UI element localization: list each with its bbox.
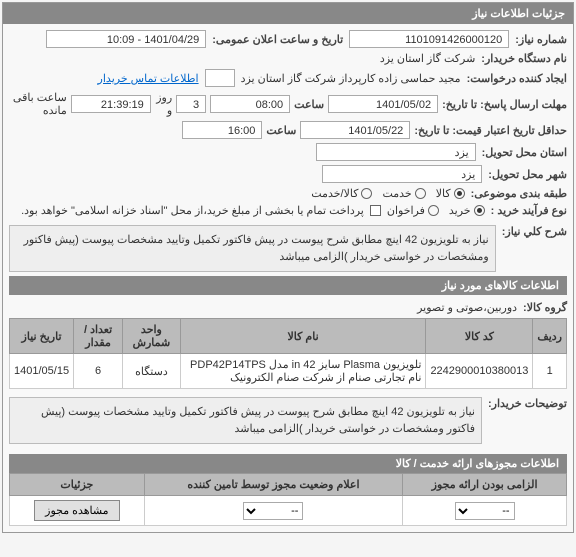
valid-time: 16:00 <box>182 121 262 139</box>
proc-direct-label: خرید <box>449 204 471 217</box>
row-delivery-state: استان محل تحویل: یزد <box>9 143 567 161</box>
remain-time: 21:39:19 <box>71 95 151 113</box>
time-label-1: ساعت <box>294 98 324 111</box>
pub-date-value: 1401/04/29 - 10:09 <box>46 30 206 48</box>
requester-value: مجید حماسی زاده کارپرداز شرکت گاز استان … <box>241 72 461 85</box>
need-desc-title: شرح کلي نياز: <box>502 225 567 238</box>
row-need-desc: شرح کلي نياز: نیاز به تلویزیون 42 اینچ م… <box>9 225 567 272</box>
remain-label: ساعت باقی مانده <box>9 91 67 117</box>
info-body: شماره نیاز: 1101091426000120 تاریخ و ساع… <box>3 24 573 532</box>
permits-table: الزامی بودن ارائه مجوز اعلام وضعیت مجوز … <box>9 473 567 526</box>
cat-service-label: خدمت <box>382 187 411 200</box>
radio-goods[interactable] <box>454 188 465 199</box>
valid-until-label: حداقل تاریخ اعتبار قیمت: تا تاریخ: <box>414 124 567 137</box>
goods-group-value: دوربین،صوتی و تصویر <box>417 301 517 314</box>
goods-table: ردیف کد کالا نام کالا واحد شمارش تعداد /… <box>9 318 567 389</box>
permits-title: اطلاعات مجوزهای ارائه خدمت / کالا <box>9 454 567 473</box>
goods-section-title: اطلاعات کالاهای مورد نیاز <box>9 276 567 295</box>
buyer-notes-label: توضیحات خریدار: <box>488 397 567 410</box>
proc-tender-item[interactable]: فراخوان <box>387 204 439 217</box>
requester-label: ایجاد کننده درخواست: <box>467 72 567 85</box>
radio-tender[interactable] <box>428 205 439 216</box>
buyer-org-value: شرکت گاز استان یزد <box>380 52 475 65</box>
col-row: ردیف <box>533 319 567 354</box>
need-no-label: شماره نیاز: <box>515 33 567 46</box>
row-buyer-notes: توضیحات خریدار: نیاز به تلویزیون 42 اینچ… <box>9 397 567 444</box>
contact-box <box>205 69 235 87</box>
cell-code: 2242900010380013 <box>426 354 533 389</box>
need-desc-text: نیاز به تلویزیون 42 اینچ مطابق شرح پیوست… <box>9 225 496 272</box>
cell-unit: دستگاه <box>123 354 181 389</box>
col-unit: واحد شمارش <box>123 319 181 354</box>
valid-date: 1401/05/22 <box>300 121 410 139</box>
permit-col-status: اعلام وضعیت مجوز توسط تامین کننده <box>144 474 402 496</box>
goods-thead: ردیف کد کالا نام کالا واحد شمارش تعداد /… <box>10 319 567 354</box>
cell-name: تلویزیون Plasma سایز 42 in مدل PDP42P14T… <box>180 354 426 389</box>
permit-col-mandatory: الزامی بودن ارائه مجوز <box>403 474 567 496</box>
row-category: طبقه بندی موضوعی: کالا خدمت کالا/خدمت <box>9 187 567 200</box>
time-label-2: ساعت <box>266 124 296 137</box>
permit-details-cell: مشاهده مجوز <box>10 496 145 526</box>
radio-direct[interactable] <box>474 205 485 216</box>
radio-both[interactable] <box>361 188 372 199</box>
goods-group-label: گروه کالا: <box>523 301 567 314</box>
buyer-org-label: نام دستگاه خریدار: <box>481 52 567 65</box>
proc-tender-label: فراخوان <box>387 204 425 217</box>
panel-title: جزئیات اطلاعات نیاز <box>3 3 573 24</box>
row-requester: ایجاد کننده درخواست: مجید حماسی زاده کار… <box>9 69 567 87</box>
cell-date: 1401/05/15 <box>10 354 74 389</box>
mandatory-select[interactable]: -- <box>455 502 515 520</box>
delivery-state: یزد <box>316 143 476 161</box>
cell-qty: 6 <box>74 354 123 389</box>
row-need-no: شماره نیاز: 1101091426000120 تاریخ و ساع… <box>9 30 567 48</box>
send-time: 08:00 <box>210 95 290 113</box>
table-row: 1 2242900010380013 تلویزیون Plasma سایز … <box>10 354 567 389</box>
permit-row: -- -- مشاهده مجوز <box>10 496 567 526</box>
permit-col-details: جزئيات <box>10 474 145 496</box>
row-delivery-city: شهر محل تحویل: یزد <box>9 165 567 183</box>
process-label: نوع فرآیند خرید : <box>491 204 567 217</box>
col-qty: تعداد / مقدار <box>74 319 123 354</box>
delivery-city-label: شهر محل تحویل: <box>488 168 567 181</box>
permit-mandatory-cell: -- <box>403 496 567 526</box>
col-date: تاریخ نیاز <box>10 319 74 354</box>
buyer-notes-text: نیاز به تلویزیون 42 اینچ مطابق شرح پیوست… <box>9 397 482 444</box>
remain-days: 3 <box>176 95 206 113</box>
pub-date-label: تاریخ و ساعت اعلان عمومی: <box>212 33 343 46</box>
remain-days-label: روز و <box>155 91 172 117</box>
send-date: 1401/05/02 <box>328 95 438 113</box>
category-label: طبقه بندی موضوعی: <box>471 187 567 200</box>
cat-service-item[interactable]: خدمت <box>382 187 425 200</box>
need-no-value: 1101091426000120 <box>349 30 509 48</box>
cat-goods-item[interactable]: کالا <box>436 187 465 200</box>
main-panel: جزئیات اطلاعات نیاز شماره نیاز: 11010914… <box>2 2 574 533</box>
cat-both-item[interactable]: کالا/خدمت <box>311 187 372 200</box>
col-name: نام کالا <box>180 319 426 354</box>
delivery-state-label: استان محل تحویل: <box>482 146 567 159</box>
row-valid-until: حداقل تاریخ اعتبار قیمت: تا تاریخ: 1401/… <box>9 121 567 139</box>
view-permit-button[interactable]: مشاهده مجوز <box>34 500 119 521</box>
payment-note: پرداخت تمام یا بخشی از مبلغ خرید،از محل … <box>21 204 364 217</box>
permit-status-cell: -- <box>144 496 402 526</box>
goods-tbody: 1 2242900010380013 تلویزیون Plasma سایز … <box>10 354 567 389</box>
radio-service[interactable] <box>415 188 426 199</box>
col-code: کد کالا <box>426 319 533 354</box>
row-send-deadline: مهلت ارسال پاسخ: تا تاریخ: 1401/05/02 سا… <box>9 91 567 117</box>
send-deadline-label: مهلت ارسال پاسخ: تا تاریخ: <box>442 98 567 111</box>
process-radios: خرید فراخوان <box>387 204 485 217</box>
row-process: نوع فرآیند خرید : خرید فراخوان پرداخت تم… <box>9 204 567 217</box>
proc-direct-item[interactable]: خرید <box>449 204 485 217</box>
row-goods-group: گروه کالا: دوربین،صوتی و تصویر <box>9 301 567 314</box>
contact-link[interactable]: اطلاعات تماس خریدار <box>98 72 199 85</box>
row-buyer-org: نام دستگاه خریدار: شرکت گاز استان یزد <box>9 52 567 65</box>
delivery-city: یزد <box>322 165 482 183</box>
payment-checkbox[interactable] <box>370 205 381 216</box>
cell-row: 1 <box>533 354 567 389</box>
category-radios: کالا خدمت کالا/خدمت <box>311 187 464 200</box>
cat-goods-label: کالا <box>436 187 451 200</box>
status-select[interactable]: -- <box>243 502 303 520</box>
cat-both-label: کالا/خدمت <box>311 187 358 200</box>
